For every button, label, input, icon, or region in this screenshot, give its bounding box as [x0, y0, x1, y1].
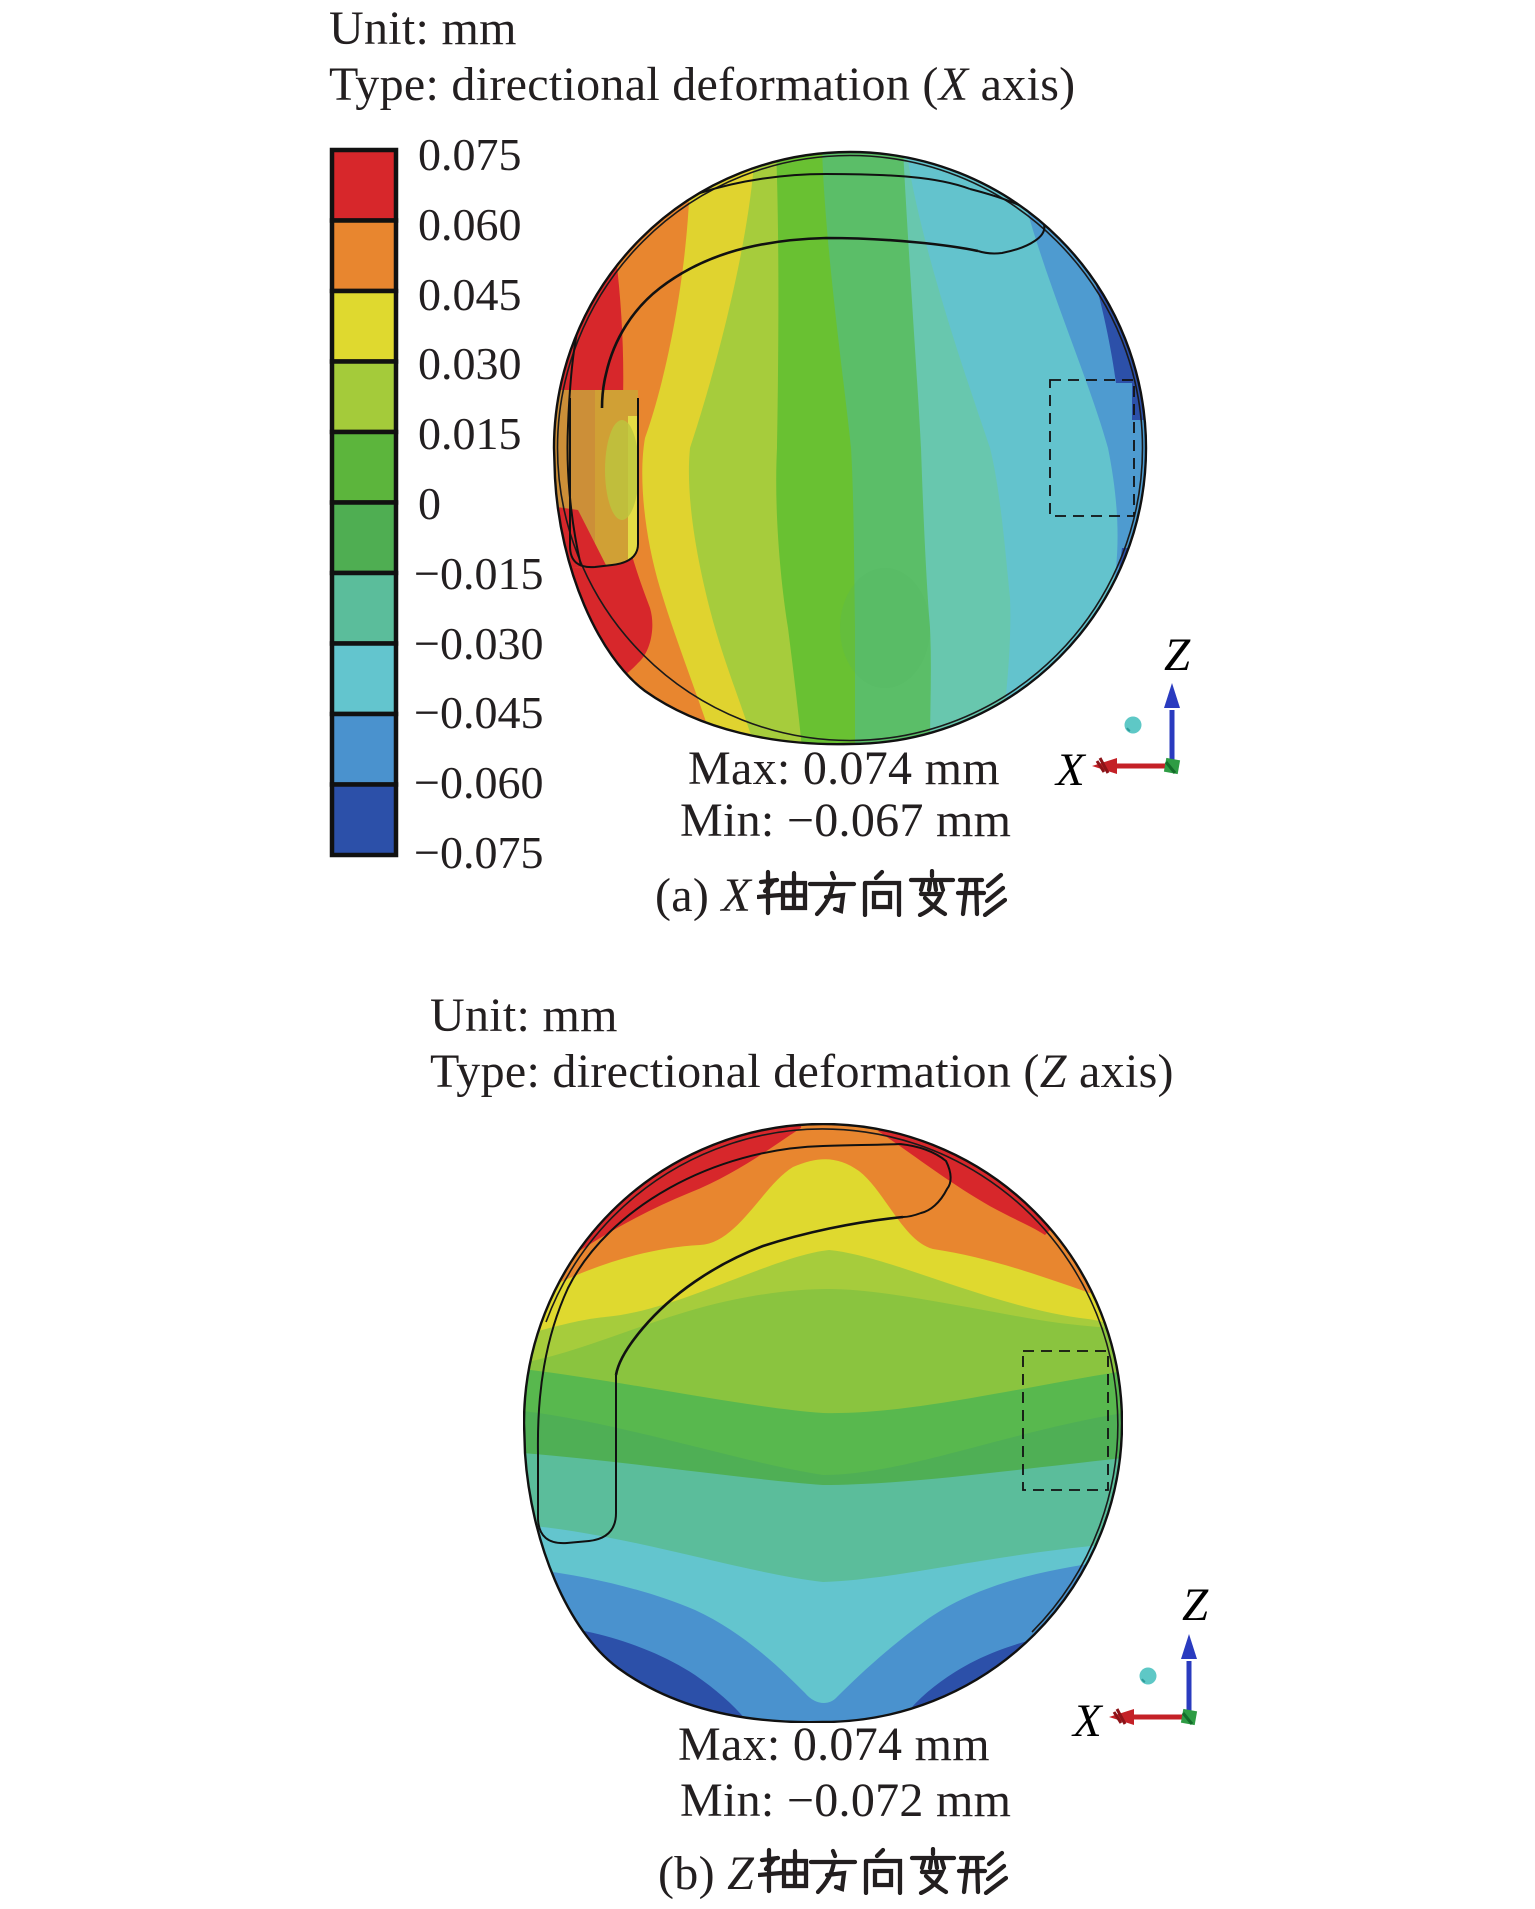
svg-text:X: X [1054, 744, 1087, 796]
svg-text:X: X [1071, 1695, 1104, 1747]
svg-text:Z: Z [1164, 629, 1191, 681]
svg-text:Z: Z [1182, 1579, 1209, 1631]
